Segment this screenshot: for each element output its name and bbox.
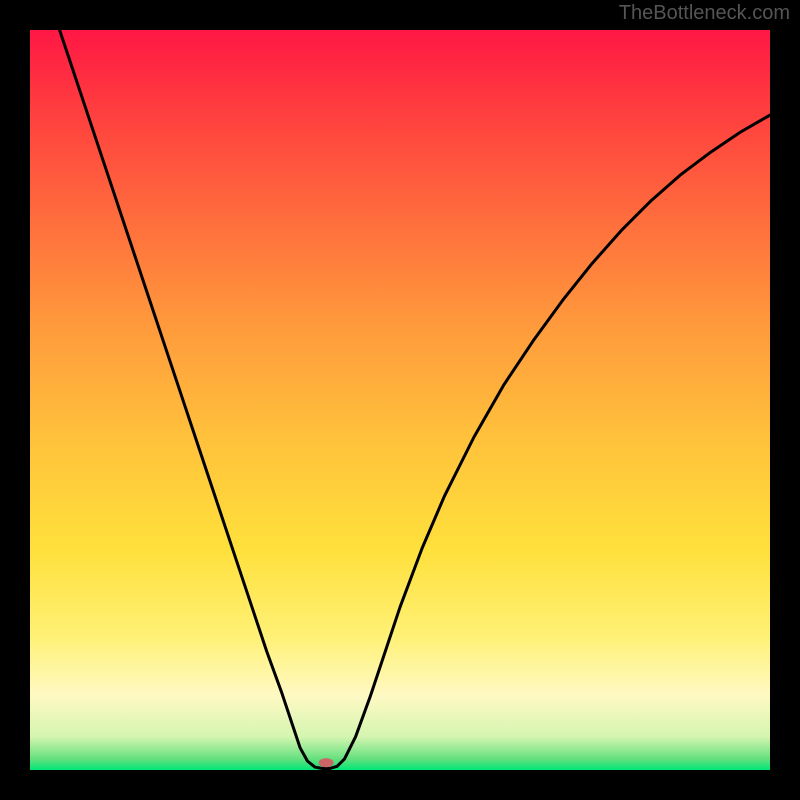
watermark-text: TheBottleneck.com (619, 2, 790, 25)
minimum-marker (319, 758, 334, 768)
bottleneck-curve (30, 30, 770, 770)
plot-area (30, 30, 770, 770)
